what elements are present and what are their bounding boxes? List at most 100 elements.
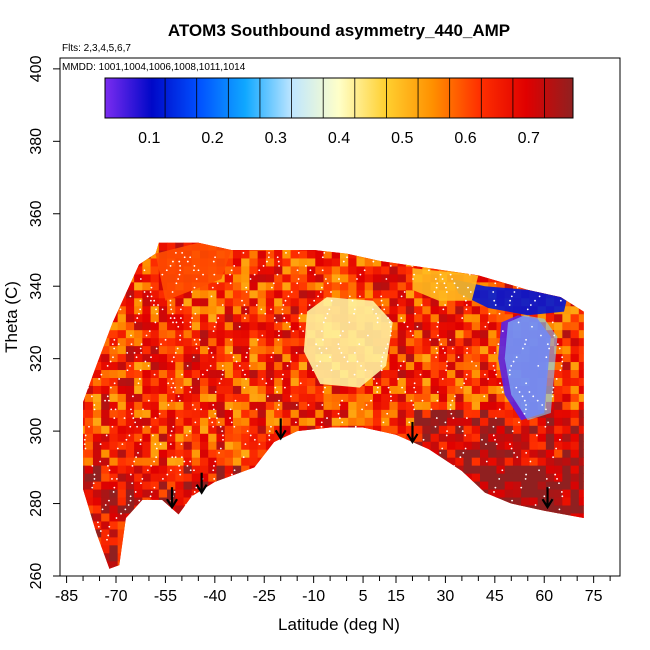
field-cell [480,273,489,283]
track-dot [430,408,433,411]
field-cell [562,497,572,506]
field-cell [463,481,473,490]
field-cell [348,505,357,514]
field-cell [167,552,176,562]
field-cell [200,369,209,378]
field-cell [125,457,135,466]
field-cell [101,489,110,498]
track-dot [492,434,495,437]
field-cell [241,337,250,347]
field-cell [397,297,407,307]
field-cell [372,520,382,530]
field-cell [150,497,160,506]
field-cell [315,265,325,275]
track-dot [249,278,252,280]
field-cell [570,560,580,569]
field-cell [125,417,135,426]
track-dot [259,512,262,515]
field-cell [298,369,308,378]
field-cell [158,505,168,514]
field-cell [348,234,357,242]
field-cell [381,560,390,569]
field-cell [496,512,506,522]
field-cell [101,361,110,371]
field-cell [389,337,399,347]
track-dot [404,391,407,393]
field-cell [241,425,250,434]
field-cell [142,305,152,315]
track-dot [86,521,89,524]
field-cell [331,465,341,474]
field-cell [331,536,341,546]
field-cell [83,337,86,347]
field-cell [463,377,473,386]
field-cell [562,481,572,490]
track-dot [352,438,355,441]
field-cell [570,409,580,418]
track-dot [555,447,558,450]
track-dot [250,504,253,506]
field-cell [389,297,399,307]
field-cell [331,401,341,410]
field-cell [158,313,168,323]
field-cell [554,353,563,363]
track-dot [518,391,521,393]
field-cell [307,497,316,506]
track-dot [230,473,233,476]
field-cell [232,297,242,307]
field-cell [109,289,119,299]
track-dot [210,295,213,298]
field-cell [134,457,143,466]
field-cell [307,401,316,410]
field-cell [570,361,580,371]
field-cell [117,321,127,331]
field-cell [504,552,514,562]
field-cell [381,377,390,386]
field-cell [232,377,242,386]
field-cell [480,409,489,418]
field-cell [578,520,584,530]
field-cell [84,441,94,450]
field-cell [290,393,300,402]
field-cell [430,473,440,482]
field-cell [438,249,448,259]
field-cell [274,313,283,323]
field-cell [480,345,489,355]
field-cell [84,281,94,291]
field-cell [397,321,407,331]
track-dot [440,343,443,346]
field-cell [298,321,308,331]
field-cell [463,249,473,259]
field-cell [83,401,86,410]
field-cell [265,465,275,474]
field-cell [183,528,193,538]
field-cell [83,497,86,506]
field-cell [117,257,127,267]
field-cell [134,505,143,514]
field-cell [488,377,497,386]
field-cell [381,281,390,291]
field-cell [315,385,325,394]
track-dot [256,338,259,341]
track-dot [338,278,340,280]
field-cell [512,505,522,514]
field-cell [84,401,94,410]
field-cell [570,289,580,299]
track-dot [446,365,448,367]
track-dot [318,430,321,433]
field-cell [389,505,399,514]
track-dot [296,282,299,285]
track-dot [455,530,458,532]
track-dot [180,456,183,459]
field-cell [488,552,497,562]
field-cell [562,433,572,442]
field-cell [117,353,127,363]
track-dot [400,317,403,319]
field-cell [364,497,374,506]
field-cell [480,449,489,458]
field-cell [257,401,267,410]
field-cell [101,465,110,474]
field-cell [315,505,325,514]
track-dot [175,321,178,324]
track-dot [221,373,224,376]
